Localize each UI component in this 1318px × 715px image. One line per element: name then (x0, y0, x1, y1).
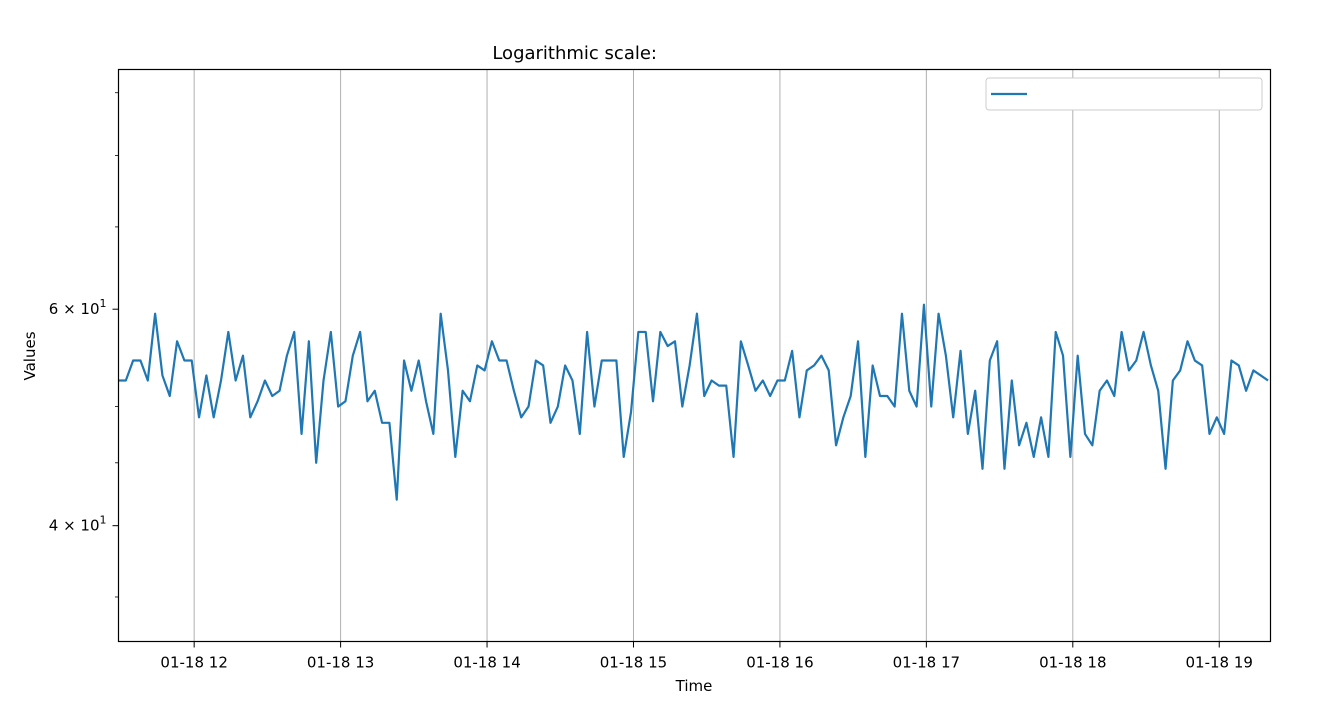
x-tick-label: 01-18 15 (600, 654, 667, 672)
series-line-group (118, 303, 1269, 501)
x-tick-label: 01-18 13 (307, 654, 374, 672)
y-tick-mantissa: 4 (49, 517, 59, 535)
x-tick-label: 01-18 19 (1186, 654, 1253, 672)
x-axis-label: Time (675, 677, 713, 695)
x-gridlines (193, 69, 1220, 642)
y-tick-mantissa: 6 (49, 300, 59, 318)
x-tick-label: 01-18 17 (893, 654, 960, 672)
y-tick-exponent: 1 (100, 514, 107, 527)
x-tick-label: 01-18 12 (160, 654, 227, 672)
y-tick-label: 6 × 101 (49, 297, 107, 318)
x-tick-label: 01-18 16 (746, 654, 813, 672)
y-tick-times: × (58, 300, 80, 318)
plot-frame (117, 68, 1272, 643)
legend-box (985, 77, 1263, 111)
x-tick-label: 01-18 14 (453, 654, 520, 672)
chart-title: Logarithmic scale: (492, 43, 657, 64)
y-tick-base: 10 (80, 517, 99, 535)
y-tick-label: 4 × 101 (49, 514, 107, 535)
y-tick-base: 10 (80, 300, 99, 318)
legend (985, 77, 1263, 111)
y-tick-times: × (58, 517, 80, 535)
x-axis-ticks: 01-18 12 01-18 13 01-18 14 01-18 15 01-18 16… (160, 641, 1253, 672)
y-axis-label: Values (21, 331, 39, 380)
x-tick-label: 01-18 18 (1039, 654, 1106, 672)
y-tick-exponent: 1 (100, 297, 107, 310)
series-line (118, 303, 1269, 501)
